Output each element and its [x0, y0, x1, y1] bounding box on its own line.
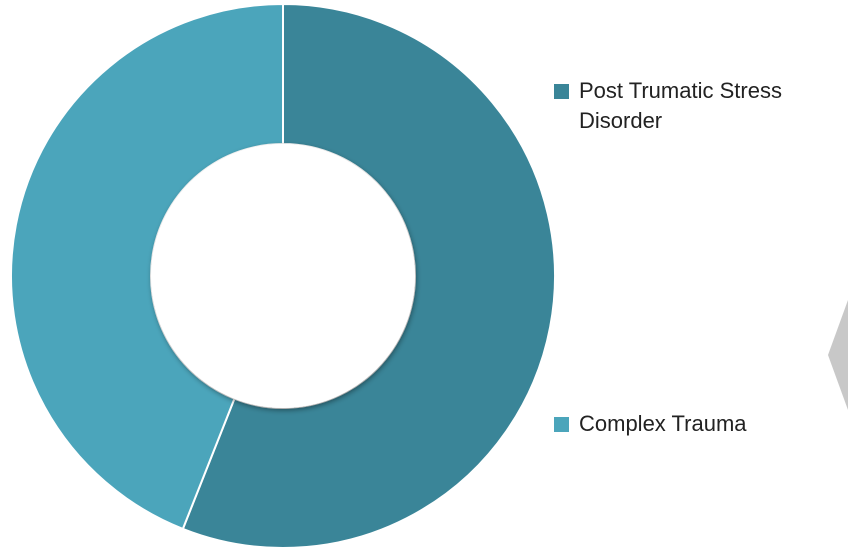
legend-swatch-complex-trauma	[554, 417, 569, 432]
legend-label-complex-trauma: Complex Trauma	[579, 411, 747, 436]
legend-item-ptsd: Post Trumatic Stress Disorder	[554, 76, 848, 136]
legend-label-ptsd: Post Trumatic Stress Disorder	[579, 78, 782, 133]
legend-swatch-ptsd	[554, 84, 569, 99]
donut-hole	[151, 144, 415, 408]
decorative-shape	[828, 300, 848, 410]
legend-item-complex-trauma: Complex Trauma	[554, 409, 848, 439]
